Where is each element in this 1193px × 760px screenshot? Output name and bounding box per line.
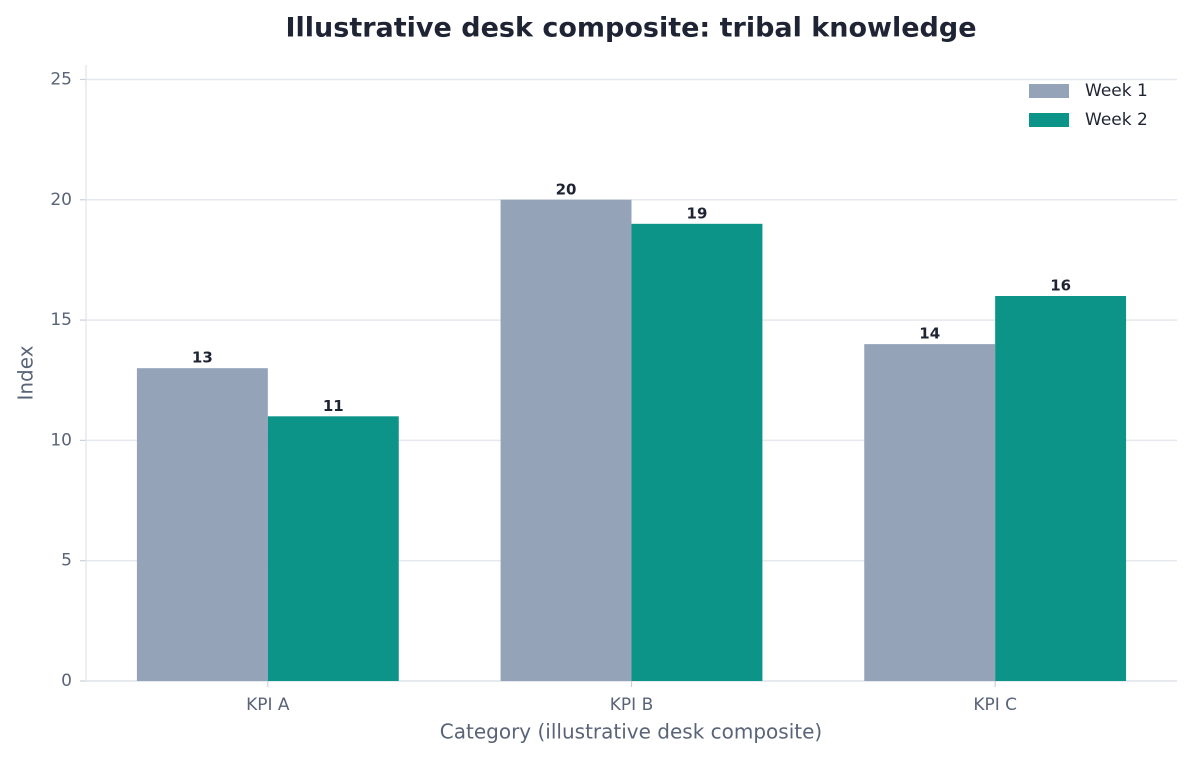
- value-label: 11: [323, 397, 344, 415]
- legend-label: Week 1: [1085, 81, 1148, 101]
- y-tick-label: 10: [50, 430, 72, 450]
- y-tick-label: 20: [50, 190, 72, 210]
- value-label: 19: [687, 204, 708, 222]
- bar: [136, 368, 268, 681]
- legend-swatch: [1029, 113, 1069, 127]
- y-tick-label: 15: [50, 310, 72, 330]
- y-tick-label: 0: [61, 671, 72, 691]
- bar: [995, 296, 1127, 681]
- legend-swatch: [1029, 84, 1069, 98]
- value-label: 20: [556, 180, 577, 198]
- legend-label: Week 2: [1085, 110, 1148, 130]
- chart-title: Illustrative desk composite: tribal know…: [285, 13, 976, 44]
- y-axis-label: Index: [14, 345, 38, 400]
- bar: [267, 416, 399, 681]
- bar: [631, 223, 763, 681]
- x-tick-label: KPI B: [610, 695, 653, 715]
- x-tick-label: KPI A: [246, 695, 290, 715]
- bar: [500, 199, 632, 681]
- x-axis-label: Category (illustrative desk composite): [440, 720, 822, 744]
- value-label: 16: [1050, 277, 1071, 295]
- y-tick-label: 25: [50, 69, 72, 89]
- value-label: 13: [192, 349, 213, 367]
- x-tick-label: KPI C: [973, 695, 1017, 715]
- bar: [864, 344, 996, 681]
- value-label: 14: [919, 325, 940, 343]
- y-tick-label: 5: [61, 551, 72, 571]
